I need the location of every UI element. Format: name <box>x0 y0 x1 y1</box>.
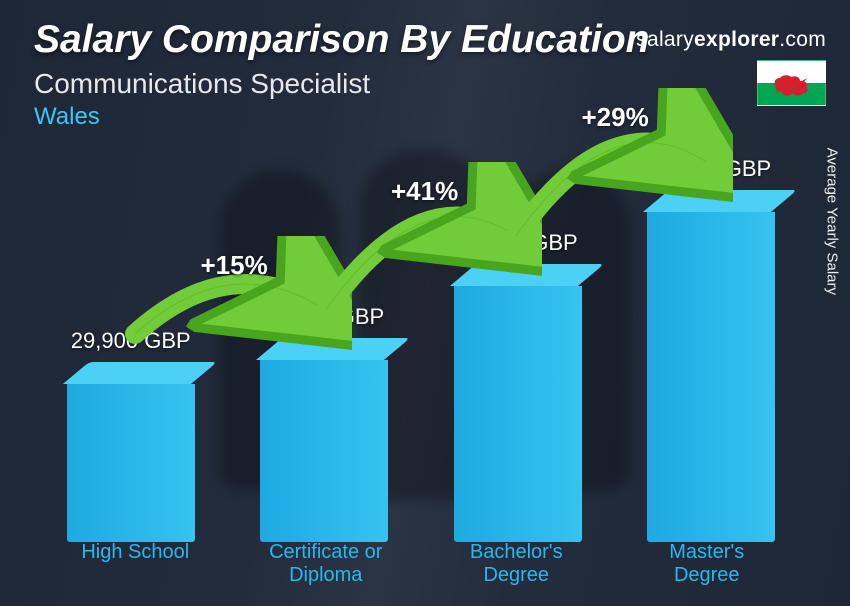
increment-pct: +29% <box>582 102 649 133</box>
bar-shape <box>67 362 195 542</box>
bar-shape <box>647 190 775 542</box>
chart-title: Salary Comparison By Education <box>34 18 650 62</box>
x-label: Certificate orDiploma <box>231 541 422 586</box>
y-axis-label: Average Yearly Salary <box>823 148 840 295</box>
brand-bold: explorer <box>694 28 779 51</box>
x-label: Bachelor'sDegree <box>421 541 612 586</box>
chart-region: Wales <box>34 103 100 131</box>
bar-value: 34,400 GBP <box>264 304 384 330</box>
bar-value: 29,900 GBP <box>71 328 191 354</box>
bar-2: 48,400 GBP <box>427 230 609 542</box>
bar-value: 62,300 GBP <box>651 156 771 182</box>
brand-thin: salary <box>636 28 694 51</box>
bar-1: 34,400 GBP <box>234 304 416 542</box>
x-label: High School <box>40 541 231 586</box>
bar-value: 48,400 GBP <box>458 230 578 256</box>
chart-subtitle: Communications Specialist <box>34 68 370 100</box>
bar-0: 29,900 GBP <box>40 328 222 542</box>
bar-shape <box>454 264 582 542</box>
brand-label: salaryexplorer.com <box>636 28 826 52</box>
bar-shape <box>260 338 388 542</box>
wales-flag-icon <box>757 60 826 106</box>
bar-chart: 29,900 GBP 34,400 GBP 48,400 GBP 62,300 GBP… <box>40 150 802 586</box>
bar-3: 62,300 GBP <box>621 156 803 542</box>
x-label: Master'sDegree <box>612 541 803 586</box>
brand-suffix: .com <box>779 28 826 51</box>
